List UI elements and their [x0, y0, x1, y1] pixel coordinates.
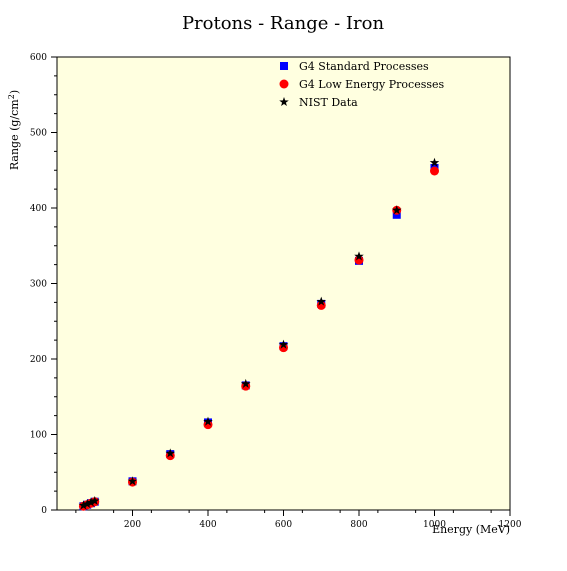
- circle-point: [354, 255, 364, 265]
- x-tick-label: 600: [275, 520, 292, 530]
- data-points: [78, 157, 440, 511]
- star-point: [354, 251, 364, 261]
- y-tick-label: 100: [30, 431, 47, 441]
- legend-star-marker: [279, 97, 289, 107]
- legend-label: G4 Standard Processes: [299, 60, 429, 73]
- x-axis-label: Energy (MeV): [432, 523, 510, 536]
- axis-ticks: 200 400 600 800 1000 1200 0 100 200 300 400 500 600: [30, 53, 522, 530]
- star-point: [240, 378, 251, 388]
- x-tick-label: 800: [350, 520, 367, 530]
- star-point: [429, 157, 440, 167]
- x-tick-label: 200: [124, 520, 141, 530]
- x-tick-label: 400: [199, 520, 216, 530]
- x-tick-label: 1000: [423, 520, 446, 530]
- legend: G4 Standard Processes G4 Low Energy Proce…: [279, 60, 445, 109]
- circle-point: [316, 300, 326, 310]
- legend-square-marker: [280, 62, 288, 70]
- y-tick-label: 600: [30, 53, 47, 63]
- y-axis-label-main: Range (g/cm: [8, 99, 21, 170]
- square-point: [392, 210, 401, 219]
- star-point: [203, 416, 213, 426]
- plot-area: [56, 56, 511, 511]
- star-point: [89, 495, 100, 505]
- star-point: [165, 448, 176, 458]
- x-tick-label: 1200: [499, 520, 522, 530]
- legend-label: NIST Data: [299, 96, 358, 109]
- star-point: [391, 205, 402, 215]
- legend-circle-marker: [279, 79, 289, 89]
- star-point: [127, 476, 138, 486]
- circle-point: [430, 166, 439, 176]
- y-tick-label: 300: [30, 280, 47, 290]
- y-axis-label-superscript: 2: [7, 94, 16, 99]
- chart-title: Protons - Range - Iron: [182, 13, 385, 34]
- y-tick-label: 400: [30, 204, 47, 214]
- circle-point: [203, 420, 213, 430]
- y-tick-label: 500: [30, 129, 47, 139]
- y-axis-label-end: ): [8, 90, 21, 94]
- y-tick-label: 200: [30, 355, 47, 365]
- y-tick-label: 0: [41, 506, 47, 516]
- star-point: [82, 498, 92, 509]
- legend-label: G4 Low Energy Processes: [299, 78, 445, 91]
- star-point: [86, 497, 96, 507]
- star-point: [278, 339, 289, 349]
- star-point: [78, 500, 89, 510]
- y-axis-label: Range (g/cm2): [7, 90, 21, 170]
- circle-point: [279, 343, 288, 353]
- star-point: [316, 296, 327, 306]
